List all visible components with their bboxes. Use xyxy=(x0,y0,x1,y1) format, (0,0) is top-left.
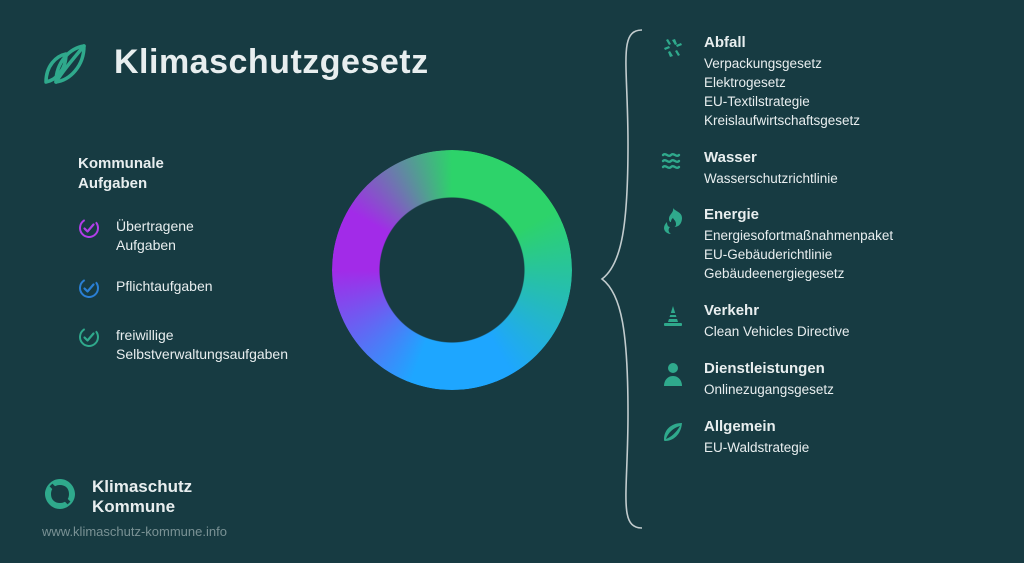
category-item: Kreislaufwirtschaftsgesetz xyxy=(704,112,860,131)
check-circle-icon xyxy=(78,217,100,244)
category-verkehr: Verkehr Clean Vehicles Directive xyxy=(660,302,1000,342)
category-title: Abfall xyxy=(704,34,860,51)
fire-icon xyxy=(660,206,686,234)
category-title: Dienstleistungen xyxy=(704,360,834,377)
centre-ring xyxy=(332,150,572,390)
left-heading: KommunaleAufgaben xyxy=(78,154,328,193)
category-item: Elektrogesetz xyxy=(704,74,860,93)
legend-item: Pflichtaufgaben xyxy=(78,277,328,304)
title-row: Klimaschutzgesetz xyxy=(42,38,429,86)
category-title: Energie xyxy=(704,206,893,223)
category-item: Wasserschutzrichtlinie xyxy=(704,170,838,189)
category-energie: Energie EnergiesofortmaßnahmenpaketEU-Ge… xyxy=(660,206,1000,284)
category-item: EU-Textilstrategie xyxy=(704,93,860,112)
category-item: Clean Vehicles Directive xyxy=(704,323,850,342)
page-title: Klimaschutzgesetz xyxy=(114,43,429,82)
person-icon xyxy=(660,360,686,386)
right-column: Abfall VerpackungsgesetzElektrogesetzEU-… xyxy=(660,34,1000,476)
legend-label: freiwilligeSelbstverwaltungsaufgaben xyxy=(116,326,288,364)
category-item: Onlinezugangsgesetz xyxy=(704,381,834,400)
double-leaf-icon xyxy=(42,38,96,86)
category-title: Verkehr xyxy=(704,302,850,319)
water-icon xyxy=(660,149,686,171)
legend-item: ÜbertrageneAufgaben xyxy=(78,217,328,255)
brand-line2: Kommune xyxy=(92,497,192,517)
category-abfall: Abfall VerpackungsgesetzElektrogesetzEU-… xyxy=(660,34,1000,131)
category-item: EU-Waldstrategie xyxy=(704,439,809,458)
category-wasser: Wasser Wasserschutzrichtlinie xyxy=(660,149,1000,189)
cone-icon xyxy=(660,302,686,328)
brand-line1: Klimaschutz xyxy=(92,477,192,497)
legend-item: freiwilligeSelbstverwaltungsaufgaben xyxy=(78,326,328,364)
category-item: EU-Gebäuderichtlinie xyxy=(704,246,893,265)
brand: Klimaschutz Kommune xyxy=(42,476,192,517)
category-title: Allgemein xyxy=(704,418,809,435)
legend-label: Pflichtaufgaben xyxy=(116,277,213,296)
legend-list: ÜbertrageneAufgaben Pflichtaufgaben frei… xyxy=(78,217,328,364)
category-dienstleistungen: Dienstleistungen Onlinezugangsgesetz xyxy=(660,360,1000,400)
category-item: Energiesofortmaßnahmenpaket xyxy=(704,227,893,246)
check-circle-icon xyxy=(78,277,100,304)
brand-ring-icon xyxy=(42,476,78,517)
recycle-icon xyxy=(660,34,686,60)
legend-label: ÜbertrageneAufgaben xyxy=(116,217,194,255)
brace-icon xyxy=(598,24,644,534)
brand-url: www.klimaschutz-kommune.info xyxy=(42,524,227,539)
check-circle-icon xyxy=(78,326,100,353)
category-item: Gebäudeenergiegesetz xyxy=(704,265,893,284)
leaf-icon xyxy=(660,418,686,444)
left-column: KommunaleAufgaben ÜbertrageneAufgaben Pf… xyxy=(78,154,328,386)
category-allgemein: Allgemein EU-Waldstrategie xyxy=(660,418,1000,458)
category-item: Verpackungsgesetz xyxy=(704,55,860,74)
category-title: Wasser xyxy=(704,149,838,166)
